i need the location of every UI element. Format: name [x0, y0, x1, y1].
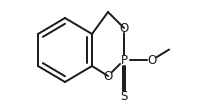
Text: O: O — [103, 70, 113, 83]
Text: O: O — [119, 21, 129, 35]
Text: S: S — [120, 89, 128, 102]
Text: P: P — [121, 54, 127, 66]
Text: O: O — [147, 54, 157, 66]
